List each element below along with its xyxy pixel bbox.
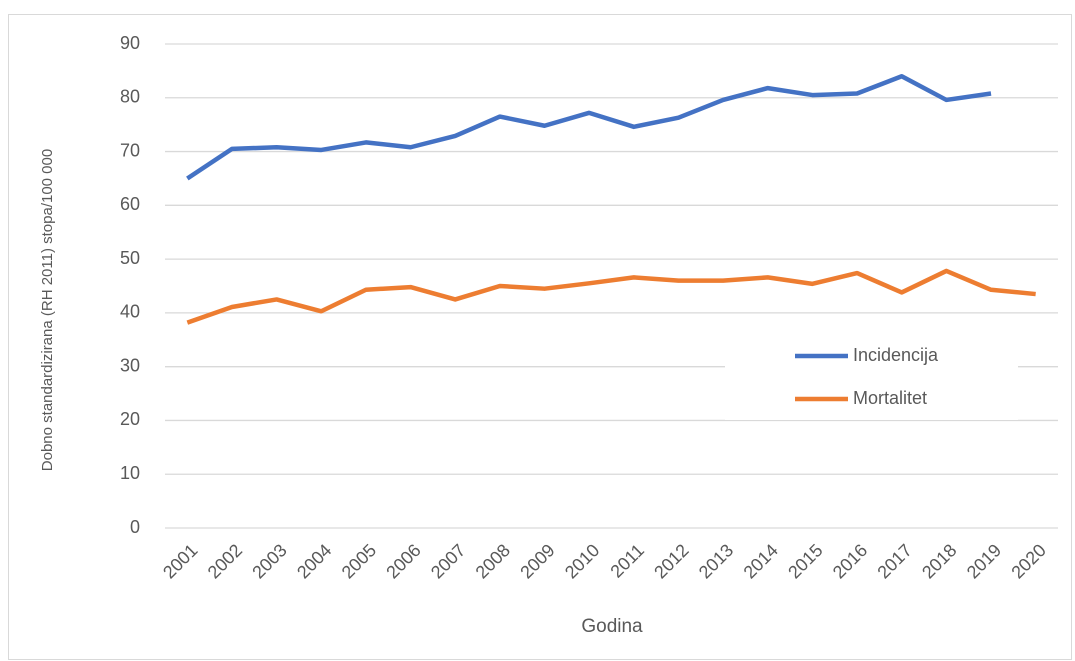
series-line: [186, 74, 992, 181]
x-axis-title: Godina: [581, 616, 643, 637]
y-tick-label: 90: [120, 33, 140, 53]
y-tick-label: 80: [120, 87, 140, 107]
legend-box: [725, 338, 1018, 420]
y-tick-label: 30: [120, 355, 140, 375]
y-axis-title: Dobno standardizirana (RH 2011) stopa/10…: [39, 149, 56, 471]
y-tick-label: 10: [120, 463, 140, 483]
y-tick-label: 0: [130, 517, 140, 537]
series-line: [186, 268, 1036, 325]
chart-frame: [8, 14, 1072, 660]
legend-label: Mortalitet: [853, 388, 927, 408]
y-tick-label: 20: [120, 409, 140, 429]
y-tick-label: 50: [120, 248, 140, 268]
legend-label: Incidencija: [853, 345, 939, 365]
y-tick-label: 70: [120, 140, 140, 160]
y-tick-label: 40: [120, 302, 140, 322]
y-tick-label: 60: [120, 194, 140, 214]
